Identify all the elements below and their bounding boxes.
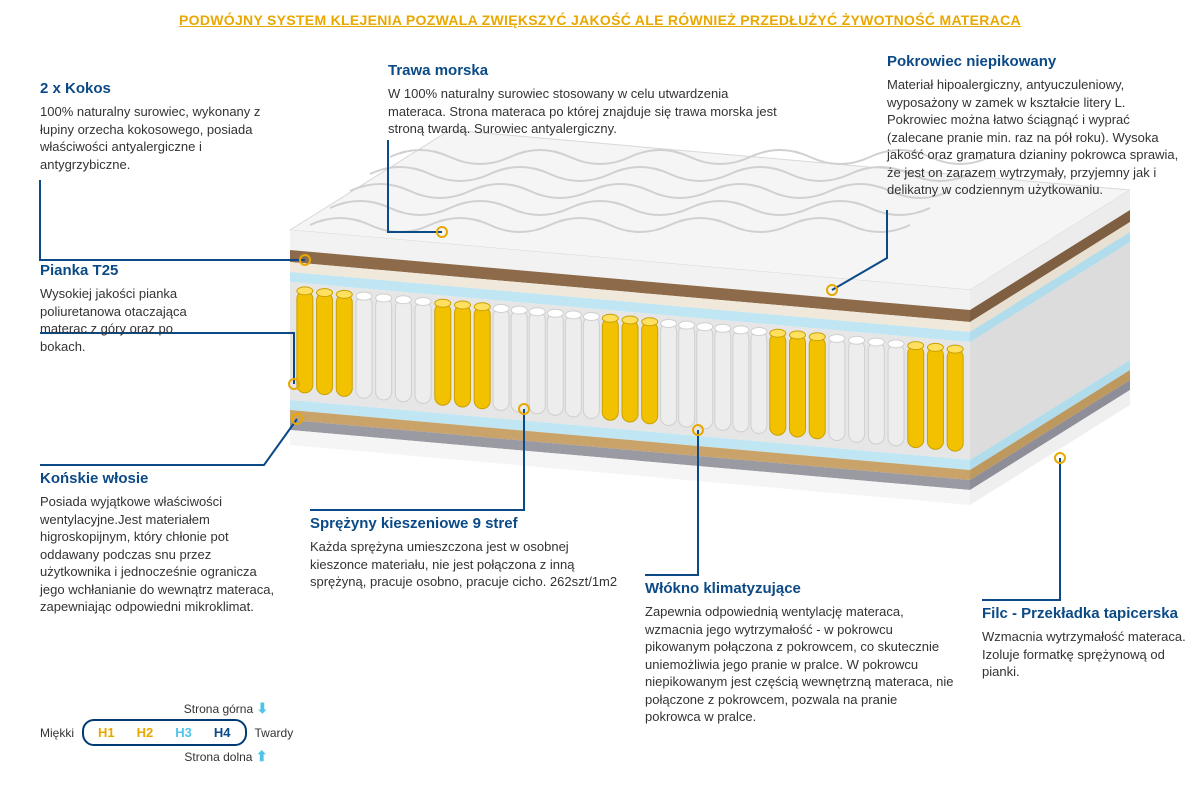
block-konskie: Końskie włosie Posiada wyjątkowe właściw… <box>40 470 275 616</box>
legend-top-label: Strona górna <box>184 702 253 716</box>
block-pokrowiec: Pokrowiec niepikowany Materiał hipoalerg… <box>887 53 1187 199</box>
title-pokrowiec: Pokrowiec niepikowany <box>887 53 1187 70</box>
block-trawa: Trawa morska W 100% naturalny surowiec s… <box>388 62 788 138</box>
arrow-up-icon: ⬆ <box>256 748 268 765</box>
legend-bottom-label: Strona dolna <box>184 750 252 764</box>
legend-hard: Twardy <box>255 726 294 740</box>
firmness-legend: Strona górna ⬇ Miękki H1 H2 H3 H4 Twardy… <box>40 700 360 765</box>
body-trawa: W 100% naturalny surowiec stosowany w ce… <box>388 85 788 138</box>
legend-h1: H1 <box>98 725 115 740</box>
body-konskie: Posiada wyjątkowe właściwości wentylacyj… <box>40 493 275 616</box>
block-filc: Filc - Przekładka tapicerska Wzmacnia wy… <box>982 605 1187 681</box>
legend-h2: H2 <box>137 725 154 740</box>
body-filc: Wzmacnia wytrzymałość materaca. Izoluje … <box>982 628 1187 681</box>
title-trawa: Trawa morska <box>388 62 788 79</box>
body-pokrowiec: Materiał hipoalergiczny, antyuczuleniowy… <box>887 76 1187 199</box>
block-pianka: Pianka T25 Wysokiej jakości pianka poliu… <box>40 262 200 355</box>
arrow-down-icon: ⬇ <box>257 700 269 717</box>
body-wlokno: Zapewnia odpowiednią wentylację materaca… <box>645 603 955 726</box>
page-header: PODWÓJNY SYSTEM KLEJENIA POZWALA ZWIĘKSZ… <box>0 12 1200 28</box>
title-wlokno: Włókno klimatyzujące <box>645 580 955 597</box>
block-kokos: 2 x Kokos 100% naturalny surowiec, wykon… <box>40 80 280 173</box>
title-filc: Filc - Przekładka tapicerska <box>982 605 1187 622</box>
legend-h4: H4 <box>214 725 231 740</box>
legend-soft: Miękki <box>40 726 74 740</box>
title-pianka: Pianka T25 <box>40 262 200 279</box>
title-kokos: 2 x Kokos <box>40 80 280 97</box>
block-wlokno: Włókno klimatyzujące Zapewnia odpowiedni… <box>645 580 955 726</box>
title-sprezyny: Sprężyny kieszeniowe 9 stref <box>310 515 620 532</box>
body-sprezyny: Każda sprężyna umieszczona jest w osobne… <box>310 538 620 591</box>
body-kokos: 100% naturalny surowiec, wykonany z łupi… <box>40 103 280 173</box>
body-pianka: Wysokiej jakości pianka poliuretanowa ot… <box>40 285 200 355</box>
title-konskie: Końskie włosie <box>40 470 275 487</box>
legend-pill: H1 H2 H3 H4 <box>82 719 247 746</box>
block-sprezyny: Sprężyny kieszeniowe 9 stref Każda spręż… <box>310 515 620 591</box>
legend-h3: H3 <box>175 725 192 740</box>
